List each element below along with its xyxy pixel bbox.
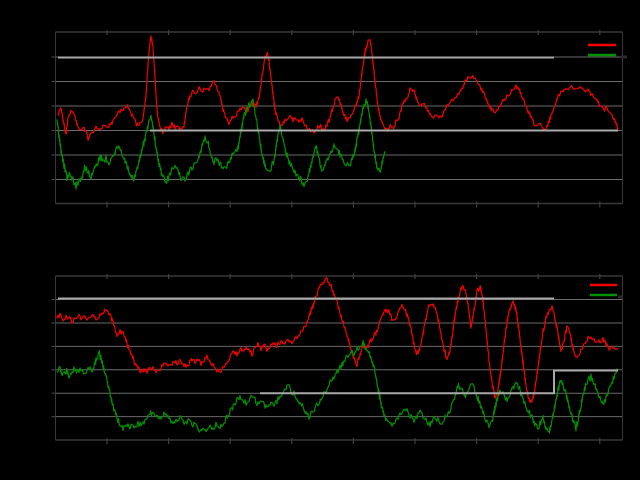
series-red-top: [57, 35, 619, 141]
series-red-bottom: [56, 277, 619, 403]
legend-bottom: [590, 283, 623, 299]
panel-top: [51, 30, 627, 208]
legend-text-remnant: [621, 55, 627, 59]
panel-top-series: [56, 35, 619, 190]
panel-bottom-series: [56, 277, 619, 434]
threshold-lower-step-bottom: [260, 369, 618, 395]
series-green-top: [56, 98, 386, 190]
legend-top: [588, 43, 627, 59]
legend-text-remnant: [618, 295, 623, 299]
panel-bottom: [51, 274, 623, 444]
series-green-bottom: [56, 340, 619, 434]
